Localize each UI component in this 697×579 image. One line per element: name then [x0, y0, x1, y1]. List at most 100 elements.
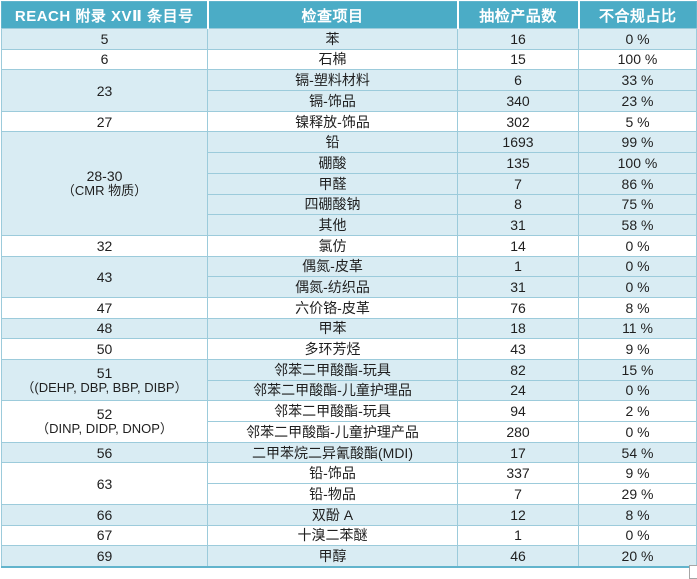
table-row: 51 （(DEHP, DBP, BBP, DIBP） 邻苯二甲酸酯-玩具 82 15 % [1, 358, 697, 402]
entry-number-cell: 43 [1, 255, 208, 298]
item-name-cell: 双酚 A [207, 503, 458, 526]
noncompliance-rate-cell: 15 % [578, 359, 697, 381]
reach-inspection-table: REACH 附录 XVⅡ 条目号 检查项目 抽检产品数 不合规占比 5 苯 16 0 … [1, 1, 697, 568]
sample-count-cell: 1 [457, 255, 579, 278]
noncompliance-rate-cell: 75 % [578, 193, 697, 216]
noncompliance-rate-cell: 99 % [578, 131, 697, 154]
sample-count-cell: 12 [457, 503, 579, 526]
table-row: 63 铅-饰品 337 9 % [1, 462, 697, 505]
table-row: 47 六价铬-皮革 76 8 % [1, 296, 697, 319]
sample-count-cell: 337 [457, 462, 579, 485]
noncompliance-rate-cell: 100 % [578, 152, 697, 174]
entry-number-cell: 27 [1, 110, 208, 133]
sample-count-cell: 15 [457, 48, 579, 71]
table-row: 67 十溴二苯醚 1 0 % [1, 524, 697, 547]
sample-count-cell: 46 [457, 545, 579, 568]
table-row: 6 石棉 15 100 % [1, 48, 697, 71]
sample-count-cell: 340 [457, 90, 579, 112]
item-name-cell: 偶氮-皮革 [207, 255, 458, 278]
noncompliance-rate-cell: 2 % [578, 400, 697, 423]
sample-count-cell: 31 [457, 276, 579, 298]
table-row: 镉-饰品 340 23 % [2, 90, 697, 112]
item-name-cell: 邻苯二甲酸酯-玩具 [207, 359, 458, 381]
item-name-cell: 四硼酸钠 [207, 193, 458, 216]
entry-number-cell: 28-30 （CMR 物质） [1, 131, 208, 236]
table-row: 硼酸 135 100 % [2, 152, 697, 174]
sample-count-cell: 14 [457, 234, 579, 257]
item-name-cell: 苯 [207, 28, 458, 50]
entry-number-cell: 67 [1, 524, 208, 547]
table-row: 69 甲醇 46 20 % [1, 545, 697, 568]
item-name-cell: 氯仿 [207, 234, 458, 257]
noncompliance-rate-cell: 0 % [578, 28, 697, 50]
entry-number-cell: 32 [1, 234, 208, 257]
item-name-cell: 铅-物品 [207, 483, 458, 505]
noncompliance-rate-cell: 33 % [578, 69, 697, 92]
noncompliance-rate-cell: 8 % [578, 503, 697, 526]
table-row: 28-30 （CMR 物质）铅 1693 99 % [1, 131, 697, 236]
entry-number-cell: 50 [1, 338, 208, 360]
entry-number-cell: 51 （(DEHP, DBP, BBP, DIBP） [1, 358, 208, 402]
sample-count-cell: 24 [457, 379, 579, 402]
header-sample-count: 抽检产品数 [457, 1, 580, 29]
noncompliance-rate-cell: 0 % [578, 524, 697, 547]
item-name-cell: 镉-饰品 [207, 90, 458, 112]
entry-number-cell: 69 [1, 545, 208, 568]
item-name-cell: 镉-塑料材料 [207, 69, 458, 92]
entry-number-cell: 47 [1, 296, 208, 319]
noncompliance-rate-cell: 0 % [578, 379, 697, 402]
item-name-cell: 邻苯二甲酸酯-玩具 [207, 400, 458, 423]
entry-number-cell: 56 [1, 441, 208, 464]
table-resize-handle-icon[interactable] [689, 565, 697, 579]
table-row: 四硼酸钠 8 75 % [2, 193, 697, 216]
noncompliance-rate-cell: 100 % [578, 48, 697, 71]
sample-count-cell: 16 [457, 28, 579, 50]
item-name-cell: 六价铬-皮革 [207, 296, 458, 319]
item-name-cell: 铅 [207, 131, 458, 154]
sample-count-cell: 31 [457, 214, 579, 236]
item-name-cell: 甲醛 [207, 172, 458, 195]
item-name-cell: 甲醇 [207, 545, 458, 568]
item-name-cell: 镍释放-饰品 [207, 110, 458, 133]
table-row: 48 甲苯 18 11 % [1, 317, 697, 340]
item-name-cell: 硼酸 [207, 152, 458, 174]
sample-count-cell: 1693 [457, 131, 579, 154]
noncompliance-rate-cell: 54 % [578, 441, 697, 464]
item-name-cell: 偶氮-纺织品 [207, 276, 458, 298]
noncompliance-rate-cell: 9 % [578, 338, 697, 360]
table-header-row: REACH 附录 XVⅡ 条目号 检查项目 抽检产品数 不合规占比 [1, 1, 697, 29]
table-row: 66 双酚 A 12 8 % [1, 503, 697, 526]
sample-count-cell: 280 [457, 421, 579, 443]
item-name-cell: 铅-饰品 [207, 462, 458, 485]
table-row: 52 （DINP, DIDP, DNOP） 邻苯二甲酸酯-玩具 94 2 % [1, 400, 697, 443]
table-row: 32 氯仿 14 0 % [1, 234, 697, 257]
entry-number-cell: 48 [1, 317, 208, 340]
header-inspection-item: 检查项目 [207, 1, 459, 29]
noncompliance-rate-cell: 9 % [578, 462, 697, 485]
entry-number-cell: 5 [1, 28, 208, 50]
sample-count-cell: 43 [457, 338, 579, 360]
table-row: 邻苯二甲酸酯-儿童护理产品 280 0 % [2, 421, 697, 443]
table-row: 43 偶氮-皮革 1 0 % [1, 255, 697, 298]
item-name-cell: 十溴二苯醚 [207, 524, 458, 547]
table-row: 23 镉-塑料材料 6 33 % [1, 69, 697, 112]
table-row: 邻苯二甲酸酯-儿童护理品 24 0 % [2, 379, 697, 402]
sample-count-cell: 1 [457, 524, 579, 547]
sample-count-cell: 18 [457, 317, 579, 340]
noncompliance-rate-cell: 86 % [578, 172, 697, 195]
noncompliance-rate-cell: 20 % [578, 545, 697, 568]
item-name-cell: 多环芳烃 [207, 338, 458, 360]
noncompliance-rate-cell: 11 % [578, 317, 697, 340]
sample-count-cell: 76 [457, 296, 579, 319]
sample-count-cell: 135 [457, 152, 579, 174]
noncompliance-rate-cell: 8 % [578, 296, 697, 319]
sample-count-cell: 94 [457, 400, 579, 423]
sample-count-cell: 7 [457, 172, 579, 195]
table-body: 5 苯 16 0 % 6 石棉 15 100 % 23 镉-塑料材料 6 33 % 镉-饰品 340 23 … [1, 28, 697, 568]
sample-count-cell: 82 [457, 359, 579, 381]
table-row: 其他 31 58 % [2, 214, 697, 236]
sample-count-cell: 7 [457, 483, 579, 505]
noncompliance-rate-cell: 0 % [578, 255, 697, 278]
sample-count-cell: 17 [457, 441, 579, 464]
noncompliance-rate-cell: 23 % [578, 90, 697, 112]
